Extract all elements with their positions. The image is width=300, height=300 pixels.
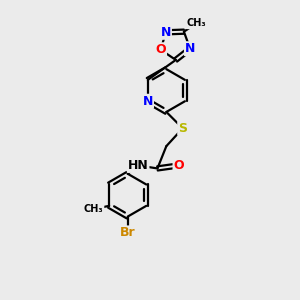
Text: O: O <box>173 159 184 172</box>
Text: HN: HN <box>128 159 148 172</box>
Text: N: N <box>142 95 153 108</box>
Text: N: N <box>160 26 171 39</box>
Text: Br: Br <box>120 226 136 239</box>
Text: S: S <box>178 122 187 135</box>
Text: CH₃: CH₃ <box>84 204 104 214</box>
Text: CH₃: CH₃ <box>187 18 206 28</box>
Text: O: O <box>155 43 166 56</box>
Text: N: N <box>185 42 195 55</box>
